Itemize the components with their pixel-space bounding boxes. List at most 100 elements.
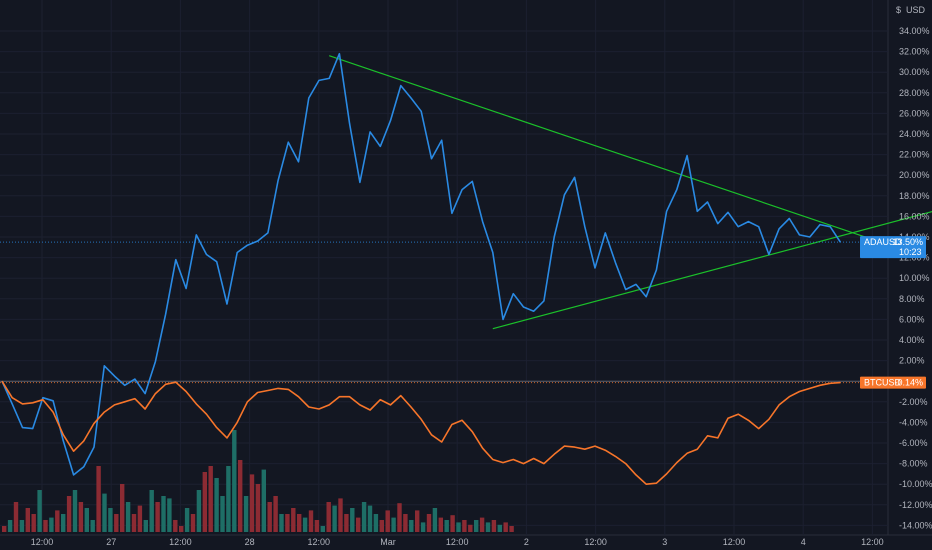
volume-bar	[96, 466, 101, 532]
volume-bar	[161, 496, 166, 532]
volume-bar	[350, 508, 355, 532]
volume-bar	[131, 514, 137, 532]
y-tick-label: 4.00%	[899, 335, 925, 345]
y-tick-label: 16.00%	[899, 211, 930, 221]
price-axis[interactable]: 34.00% 32.00% 30.00% 28.00% 26.00% 24.00% 22.0…	[899, 26, 932, 530]
volume-bars	[2, 430, 514, 532]
volume-bar	[66, 496, 72, 532]
volume-bar	[468, 524, 473, 532]
volume-bar	[13, 502, 19, 532]
trendline	[329, 55, 902, 250]
volume-bar	[285, 514, 290, 532]
currency-icon: $	[896, 5, 901, 15]
volume-bar	[249, 474, 255, 532]
volume-bar	[84, 508, 89, 532]
x-tick-label: 12:00	[861, 537, 884, 547]
volume-bar	[190, 514, 196, 532]
volume-bar	[373, 514, 379, 532]
y-tick-label: 28.00%	[899, 88, 930, 98]
volume-bar	[261, 469, 266, 532]
volume-bar	[114, 514, 119, 532]
volume-bar	[385, 510, 390, 532]
volume-bar	[49, 517, 54, 532]
volume-bar	[149, 490, 154, 532]
volume-bar	[273, 496, 278, 532]
volume-bar	[397, 503, 402, 532]
x-tick-label: 27	[106, 537, 116, 547]
badge-box	[860, 236, 926, 259]
y-tick-label: 20.00%	[899, 170, 930, 180]
volume-bar	[474, 520, 479, 532]
volume-bar	[61, 514, 66, 532]
volume-bar	[444, 520, 449, 532]
y-tick-label: 24.00%	[899, 129, 930, 139]
volume-bar	[120, 484, 125, 532]
badge-box	[860, 376, 926, 389]
volume-bar	[19, 520, 25, 532]
series-line-btcusd	[1, 380, 841, 486]
y-tick-label: 34.00%	[899, 26, 930, 36]
volume-bar	[426, 514, 432, 532]
volume-bar	[302, 517, 308, 532]
volume-bar	[255, 484, 261, 532]
volume-bar	[214, 478, 219, 532]
x-tick-label: 12:00	[584, 537, 607, 547]
volume-bar	[173, 520, 178, 532]
volume-bar	[291, 508, 296, 532]
volume-bar	[243, 496, 249, 532]
volume-bar	[391, 517, 396, 532]
volume-bar	[326, 502, 331, 532]
trendlines[interactable]	[329, 55, 932, 330]
volume-bar	[403, 514, 408, 532]
badge-value: -0.14%	[894, 378, 923, 388]
x-tick-label: 12:00	[31, 537, 54, 547]
badge-symbol: ADAUSD	[864, 237, 902, 247]
x-tick-label: 12:00	[308, 537, 331, 547]
volume-bar	[25, 508, 30, 532]
x-tick-label: 12:00	[169, 537, 192, 547]
volume-bar	[415, 510, 420, 532]
time-axis[interactable]: 12:00 27 12:00 28 12:00 Mar 12:00 2 12:00 3 12:00 4…	[31, 537, 884, 547]
volume-bar	[420, 522, 426, 532]
volume-bar	[37, 490, 42, 532]
volume-bar	[226, 466, 231, 532]
volume-bar	[308, 510, 314, 532]
volume-bar	[202, 472, 207, 532]
volume-bar	[43, 520, 48, 532]
volume-bar	[267, 502, 272, 532]
y-tick-label: -6.00%	[899, 438, 928, 448]
x-tick-label: 12:00	[446, 537, 469, 547]
badge-countdown: 10:23	[899, 247, 922, 257]
volume-bar	[438, 517, 443, 532]
volume-bar	[367, 505, 373, 532]
series-lines[interactable]	[0, 52, 888, 486]
y-tick-label: 10.00%	[899, 273, 930, 283]
y-tick-label: 6.00%	[899, 314, 925, 324]
volume-bar	[462, 520, 467, 532]
volume-bar	[297, 514, 302, 532]
y-tick-label: -2.00%	[899, 397, 928, 407]
y-tick-label: -8.00%	[899, 459, 928, 469]
y-tick-label: 2.00%	[899, 356, 925, 366]
volume-bar	[208, 466, 213, 532]
volume-bar	[72, 490, 78, 532]
volume-bar	[320, 526, 325, 532]
volume-bar	[379, 520, 384, 532]
volume-bar	[143, 520, 148, 532]
volume-bar	[108, 508, 113, 532]
volume-bar	[279, 514, 284, 532]
volume-bar	[167, 498, 172, 532]
x-tick-label: Mar	[380, 537, 396, 547]
x-tick-label: 12:00	[723, 537, 746, 547]
x-tick-label: 28	[245, 537, 255, 547]
badge-value: 13.50%	[892, 237, 923, 247]
volume-bar	[220, 496, 225, 532]
volume-bar	[137, 505, 143, 532]
y-tick-label: 22.00%	[899, 150, 930, 160]
x-tick-label: 3	[662, 537, 667, 547]
volume-bar	[31, 514, 36, 532]
volume-bar	[238, 460, 243, 532]
volume-bar	[450, 515, 455, 532]
